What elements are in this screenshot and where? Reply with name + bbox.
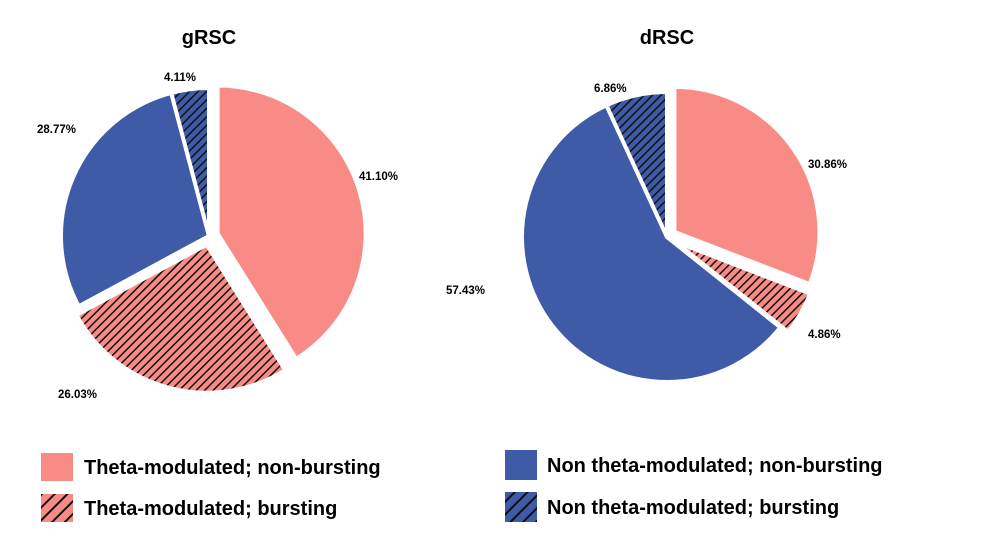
- legend-swatch-non-theta-bursting: [505, 492, 537, 522]
- slice-label: 57.43%: [446, 285, 485, 297]
- legend-item: Theta-modulated; non-bursting: [41, 453, 381, 481]
- slice-label: 41.10%: [359, 171, 398, 183]
- legend-label: Non theta-modulated; bursting: [547, 497, 839, 519]
- legend-swatch-theta-non-bursting: [41, 453, 73, 481]
- slice-label: 6.86%: [594, 83, 627, 95]
- slice-label: 4.86%: [808, 329, 841, 341]
- slice-label: 26.03%: [58, 389, 97, 401]
- slice-theta-non-bursting: [672, 84, 822, 287]
- chart-title-drsc: dRSC: [640, 27, 694, 49]
- slice-theta-bursting: [74, 242, 288, 395]
- slice-non-theta-bursting: [604, 90, 669, 239]
- legend-item: Non theta-modulated; non-bursting: [505, 450, 883, 480]
- slice-theta-non-bursting: [215, 83, 368, 361]
- slice-theta-bursting: [672, 239, 813, 334]
- pie-drsc: [520, 84, 822, 384]
- slice-label: 28.77%: [37, 124, 76, 136]
- slice-non-theta-non-bursting: [59, 90, 211, 309]
- legend-label: Theta-modulated; bursting: [84, 498, 337, 520]
- chart-title-grsc: gRSC: [182, 27, 236, 49]
- legend: Theta-modulated; non-bursting Theta-modu…: [41, 450, 883, 522]
- legend-item: Non theta-modulated; bursting: [505, 492, 839, 522]
- slice-label: 4.11%: [164, 72, 196, 84]
- legend-label: Non theta-modulated; non-bursting: [547, 455, 883, 477]
- legend-swatch-theta-bursting: [41, 494, 73, 522]
- legend-swatch-non-theta-non-bursting: [505, 450, 537, 480]
- legend-label: Theta-modulated; non-bursting: [84, 457, 381, 479]
- slice-non-theta-non-bursting: [520, 103, 783, 384]
- pie-grsc: [59, 83, 368, 395]
- slice-non-theta-bursting: [169, 86, 211, 238]
- legend-item: Theta-modulated; bursting: [41, 494, 337, 522]
- slice-label: 30.86%: [808, 159, 847, 171]
